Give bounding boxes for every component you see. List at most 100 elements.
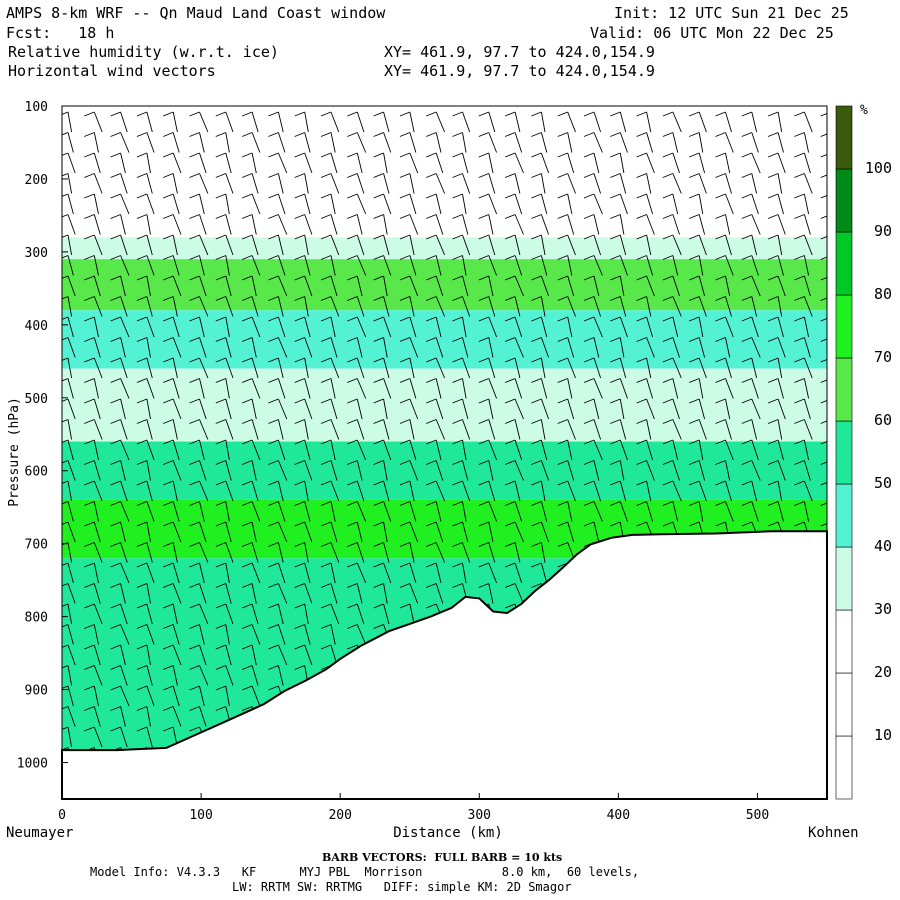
wind-barb [383,193,392,215]
wind-barb [110,562,121,568]
endpoint-right: Kohnen [808,825,859,841]
wind-barb [277,624,286,645]
wind-barb [84,214,95,219]
wind-barb [146,480,153,502]
y-tick-label: 700 [25,538,48,553]
wind-barb [435,357,446,379]
wind-barb [646,275,655,297]
wind-barb [251,275,257,297]
wind-barb [399,316,411,322]
wind-barb [93,111,103,133]
wind-barb [409,132,417,153]
wind-barb [567,398,575,420]
wind-barb [347,521,358,527]
wind-barb [330,480,340,502]
wind-barb [373,296,384,301]
wind-barb [62,603,69,609]
wind-barb [294,111,305,117]
wind-barb [189,132,200,137]
wind-barb [383,173,390,194]
wind-barb [488,562,498,584]
wind-barb [698,378,704,399]
wind-barb [62,644,69,650]
wind-barb [767,275,779,281]
wind-barb [399,214,411,219]
wind-barb [172,357,178,379]
wind-barb [462,173,471,194]
wind-barb [277,521,288,543]
wind-barb [172,337,182,358]
wind-barb [636,419,647,424]
wind-barb [514,398,524,420]
wind-barb [277,234,284,256]
wind-barb [383,542,390,563]
forecast-hour: Fcst: 18 h [6,24,115,42]
wind-barb [672,173,682,194]
wind-barb [646,378,654,399]
wind-barb [583,193,595,199]
wind-barb [583,275,595,281]
wind-barb [820,419,827,424]
wind-barb [215,193,226,199]
wind-barb [268,255,279,260]
wind-barb [583,152,595,158]
wind-barb [593,111,602,133]
wind-barb [163,152,174,158]
wind-barb [110,193,121,199]
wind-barb [462,111,471,133]
wind-barb [672,419,682,440]
wind-barb [120,234,128,256]
wind-barb [136,132,148,137]
wind-barb [531,460,542,465]
wind-barb [356,378,367,399]
wind-barb [251,378,261,399]
wind-barb [662,152,674,158]
wind-barb [383,603,390,625]
wind-barb [820,111,827,117]
wind-barb [409,460,419,481]
wind-barb [146,357,153,379]
wind-barb [557,357,568,363]
wind-barb [504,234,516,240]
wind-barb [725,234,732,256]
wind-barb [619,398,625,420]
wind-barb [146,111,153,133]
wind-barb [725,193,734,215]
wind-barb [304,111,309,133]
wind-barb [462,480,471,502]
wind-barb [146,234,153,256]
wind-barb [251,337,257,358]
wind-barb [215,316,226,322]
wind-barb [751,255,759,276]
wind-barb [172,603,178,625]
wind-barb [136,501,148,506]
wind-barb [435,255,442,276]
wind-barb [268,583,279,588]
wind-barb [373,275,384,281]
wind-barb [189,419,200,424]
colorbar-label: 90 [874,222,892,240]
wind-barb [452,378,463,383]
wind-barb [435,398,444,420]
wind-barb [672,132,679,153]
wind-barb [820,337,827,342]
y-tick-label: 500 [25,392,48,407]
wind-barb [67,665,73,686]
wind-barb [251,214,257,235]
wind-barb [741,296,752,301]
wind-barb [110,173,121,178]
wind-barb [488,439,498,461]
wind-barb [189,337,200,342]
wind-barb [241,583,253,588]
wind-barb [803,378,810,399]
wind-barb [488,255,498,276]
wind-barb [531,542,542,547]
wind-barb [320,296,332,301]
wind-barb [540,234,546,256]
wind-barb [583,214,595,219]
wind-barb [225,542,234,563]
wind-barb [268,521,279,527]
wind-barb [725,152,731,174]
wind-barb [110,501,121,506]
y-tick-label: 400 [25,319,48,334]
